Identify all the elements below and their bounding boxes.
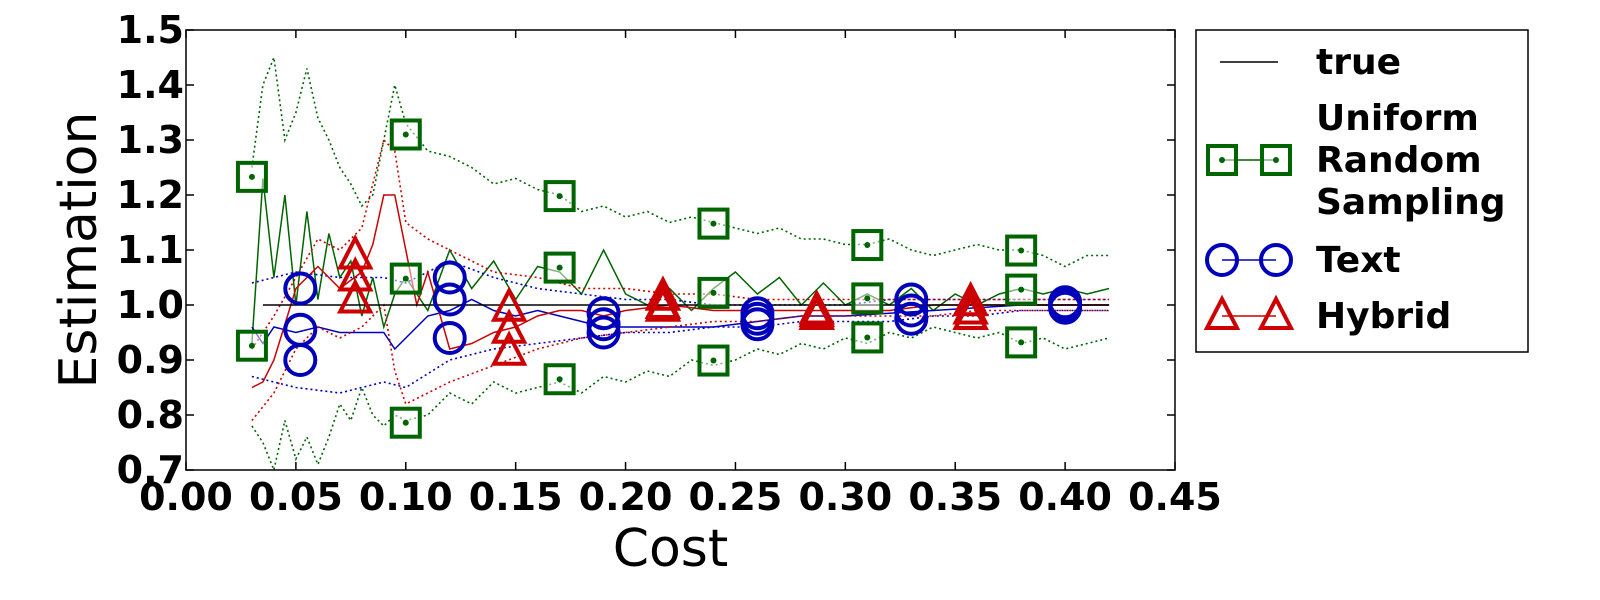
legend-square-marker [1260,144,1292,176]
legend-label: Random [1316,140,1482,181]
legend-label: Uniform [1316,98,1479,139]
triangle-data-point [798,294,836,330]
circle-data-point [586,307,621,342]
circle-data-point [432,260,467,295]
circle-data-point [432,282,467,317]
triangle-data-point [336,278,374,314]
triangle-data-point [644,275,682,311]
circle-data-point [894,293,929,328]
x-tick-label: 0.40 [1018,475,1112,519]
square-data-point [1005,234,1038,267]
circle-data-point [740,307,775,342]
square-data-point [697,207,730,240]
square-data-point [235,160,268,193]
triangle-data-point [336,234,374,270]
legend-triangle-marker [1257,294,1295,330]
x-tick-label: 0.00 [139,475,233,519]
x-tick-label: 0.10 [359,475,453,519]
x-tick-label: 0.25 [689,475,783,519]
square-data-point [851,321,884,354]
square-data-point [235,329,268,362]
circle-series-mean-line [251,298,1110,351]
x-axis-title: Cost [613,519,729,579]
x-axis-ticks: 0.00 0.05 0.10 0.15 0.20 0.25 0.30 0.35 0.40 0.45 [139,30,1222,519]
triangle-data-point [952,289,989,325]
square-data-point [389,118,422,151]
x-tick-label: 0.05 [249,475,343,519]
square-data-point [543,251,576,284]
x-tick-label: 0.45 [1128,475,1222,519]
legend-label: Text [1316,240,1401,281]
triangle-data-point [644,286,682,322]
x-tick-label: 0.20 [579,475,673,519]
y-tick-label: 1.3 [117,118,184,162]
legend-square-marker [1206,144,1238,176]
square-data-point [851,282,884,315]
circle-data-point [432,321,467,355]
legend-label: Sampling [1316,182,1506,223]
square-data-point [389,406,422,439]
y-axis-ticks: 0.7 0.8 0.9 1.0 1.1 1.2 1.3 1.4 1.5 [117,8,1175,492]
square-data-point [543,180,576,213]
square-data-point [389,262,422,295]
y-tick-label: 1.1 [117,228,184,272]
square-data-point [1005,273,1038,306]
legend-label: true [1316,42,1401,83]
triangle-data-point [490,330,528,366]
legend-label: Hybrid [1316,296,1451,337]
y-tick-label: 1.2 [117,173,184,217]
square-series-lower-bound-line [251,326,1110,473]
triangle-data-point [952,294,989,330]
y-tick-label: 0.9 [117,338,184,382]
legend-circle-marker [1259,243,1293,277]
x-tick-label: 0.30 [798,475,892,519]
circle-data-point [283,343,318,377]
triangle-data-point [336,256,374,292]
y-tick-label: 1.4 [117,63,184,107]
y-tick-label: 1.0 [117,283,184,327]
triangle-data-point [952,280,989,317]
x-tick-label: 0.35 [908,475,1002,519]
square-data-point [543,363,576,396]
triangle-data-point [490,286,528,322]
legend-circle-marker [1205,243,1239,277]
legend-triangle-marker [1203,294,1241,330]
circle-data-point [586,315,621,350]
triangle-data-point [490,308,528,344]
square-data-point [697,276,730,309]
square-data-point [1005,326,1038,359]
square-series-upper-bound-line [251,54,1110,268]
circle-data-point [894,282,929,317]
y-tick-label: 0.8 [117,393,184,437]
circle-data-point [586,296,621,331]
circle-data-point [1048,290,1083,325]
plot-markers [235,118,1083,439]
square-data-point [851,229,884,262]
circle-data-point [894,301,929,336]
legend-box [1195,29,1529,353]
y-tick-label: 1.5 [117,8,184,52]
y-axis-title: Estimation [49,112,109,389]
square-data-point [697,344,730,377]
y-tick-label: 0.7 [117,448,184,492]
circle-data-point [283,271,318,306]
x-tick-label: 0.15 [469,475,563,519]
